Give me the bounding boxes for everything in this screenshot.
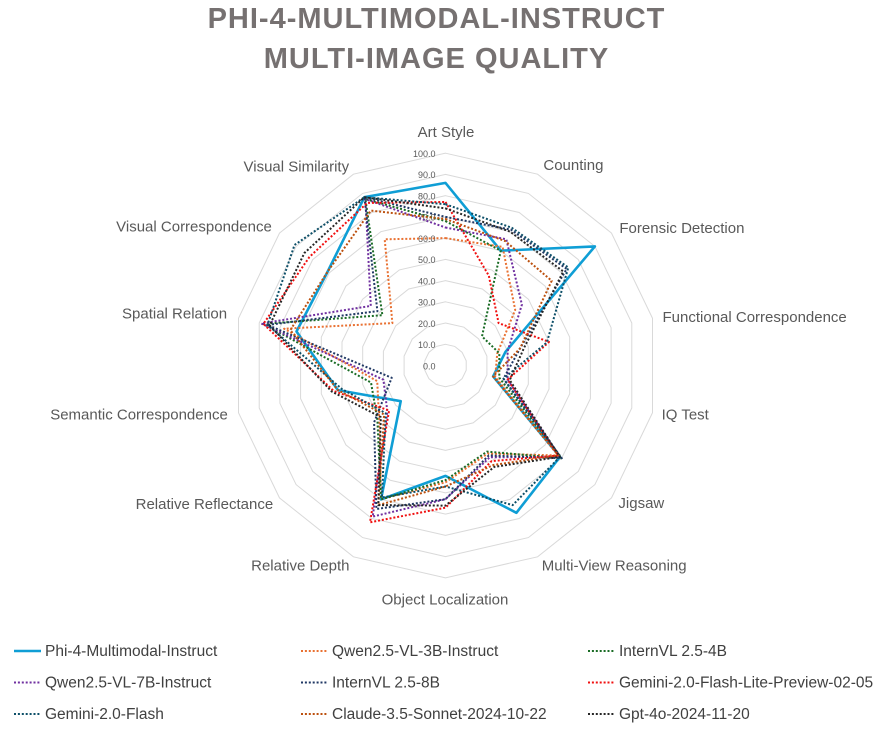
svg-text:Spatial Relation: Spatial Relation: [122, 306, 227, 323]
svg-text:Relative Reflectance: Relative Reflectance: [136, 496, 274, 513]
svg-text:40.0: 40.0: [418, 276, 436, 286]
svg-text:Functional Correspondence: Functional Correspondence: [663, 309, 847, 326]
svg-text:Object Localization: Object Localization: [382, 592, 509, 609]
svg-text:Gemini-2.0-Flash: Gemini-2.0-Flash: [45, 706, 164, 723]
svg-text:Gpt-4o-2024-11-20: Gpt-4o-2024-11-20: [619, 706, 750, 723]
svg-text:Visual Similarity: Visual Similarity: [244, 159, 350, 176]
svg-text:Phi-4-Multimodal-Instruct: Phi-4-Multimodal-Instruct: [45, 643, 218, 660]
svg-text:50.0: 50.0: [418, 255, 436, 265]
svg-text:Gemini-2.0-Flash-Lite-Preview-: Gemini-2.0-Flash-Lite-Preview-02-05: [619, 675, 873, 692]
svg-text:20.0: 20.0: [418, 319, 436, 329]
svg-text:Art Style: Art Style: [418, 124, 475, 141]
svg-text:Relative Depth: Relative Depth: [251, 558, 349, 575]
svg-text:90.0: 90.0: [418, 170, 436, 180]
svg-text:Claude-3.5-Sonnet-2024-10-22: Claude-3.5-Sonnet-2024-10-22: [332, 706, 547, 723]
svg-text:30.0: 30.0: [418, 298, 436, 308]
svg-text:Qwen2.5-VL-3B-Instruct: Qwen2.5-VL-3B-Instruct: [332, 643, 499, 660]
svg-text:InternVL 2.5-4B: InternVL 2.5-4B: [619, 643, 727, 660]
svg-text:Forensic Detection: Forensic Detection: [619, 220, 744, 237]
svg-text:100.0: 100.0: [413, 149, 436, 159]
svg-text:Qwen2.5-VL-7B-Instruct: Qwen2.5-VL-7B-Instruct: [45, 675, 212, 692]
svg-text:10.0: 10.0: [418, 340, 436, 350]
svg-text:80.0: 80.0: [418, 192, 436, 202]
svg-text:0.0: 0.0: [423, 361, 436, 371]
svg-text:Semantic Correspondence: Semantic Correspondence: [50, 407, 228, 424]
svg-text:Jigsaw: Jigsaw: [618, 495, 664, 512]
svg-text:Visual Correspondence: Visual Correspondence: [116, 219, 272, 236]
svg-text:IQ Test: IQ Test: [662, 407, 710, 424]
svg-text:InternVL 2.5-8B: InternVL 2.5-8B: [332, 675, 440, 692]
svg-text:Counting: Counting: [543, 157, 603, 174]
svg-text:Multi-View Reasoning: Multi-View Reasoning: [542, 558, 687, 575]
